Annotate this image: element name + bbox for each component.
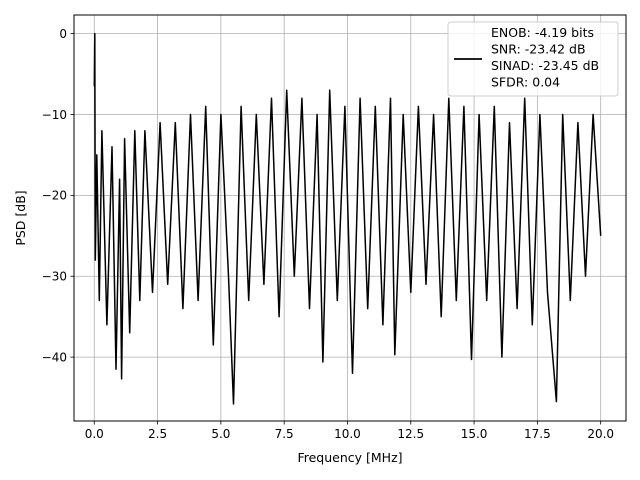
y-tick-label: −30 bbox=[42, 270, 67, 284]
legend: ENOB: -4.19 bits SNR: -23.42 dB SINAD: -… bbox=[447, 21, 619, 97]
x-tick-label: 12.5 bbox=[397, 427, 424, 441]
x-tick-label: 17.5 bbox=[524, 427, 551, 441]
x-tick-label: 15.0 bbox=[461, 427, 488, 441]
y-tick-label: −10 bbox=[42, 108, 67, 122]
x-tick-label: 7.5 bbox=[275, 427, 294, 441]
y-axis: 0 −10 −20 −30 −40 bbox=[42, 27, 74, 364]
legend-entry-snr: SNR: -23.42 dB bbox=[491, 42, 586, 57]
x-axis-label: Frequency [MHz] bbox=[297, 450, 402, 465]
x-tick-label: 0.0 bbox=[85, 427, 104, 441]
legend-entry-enob: ENOB: -4.19 bits bbox=[491, 25, 594, 40]
legend-entry-sfdr: SFDR: 0.04 bbox=[491, 75, 560, 90]
y-axis-label: PSD [dB] bbox=[13, 190, 28, 245]
y-tick-label: −20 bbox=[42, 189, 67, 203]
series-layer bbox=[93, 32, 602, 405]
x-axis: 0.0 2.5 5.0 7.5 10.0 12.5 15.0 17.5 20.0 bbox=[85, 421, 614, 441]
plot-frame bbox=[73, 14, 627, 422]
y-tick-label: −40 bbox=[42, 350, 67, 364]
legend-box bbox=[447, 21, 619, 97]
x-tick-label: 5.0 bbox=[211, 427, 230, 441]
psd-series-line bbox=[93, 32, 602, 405]
legend-entry-sinad: SINAD: -23.45 dB bbox=[491, 58, 599, 73]
x-tick-label: 20.0 bbox=[587, 427, 614, 441]
x-tick-label: 2.5 bbox=[148, 427, 167, 441]
y-tick-label: 0 bbox=[59, 27, 67, 41]
x-tick-label: 10.0 bbox=[334, 427, 361, 441]
